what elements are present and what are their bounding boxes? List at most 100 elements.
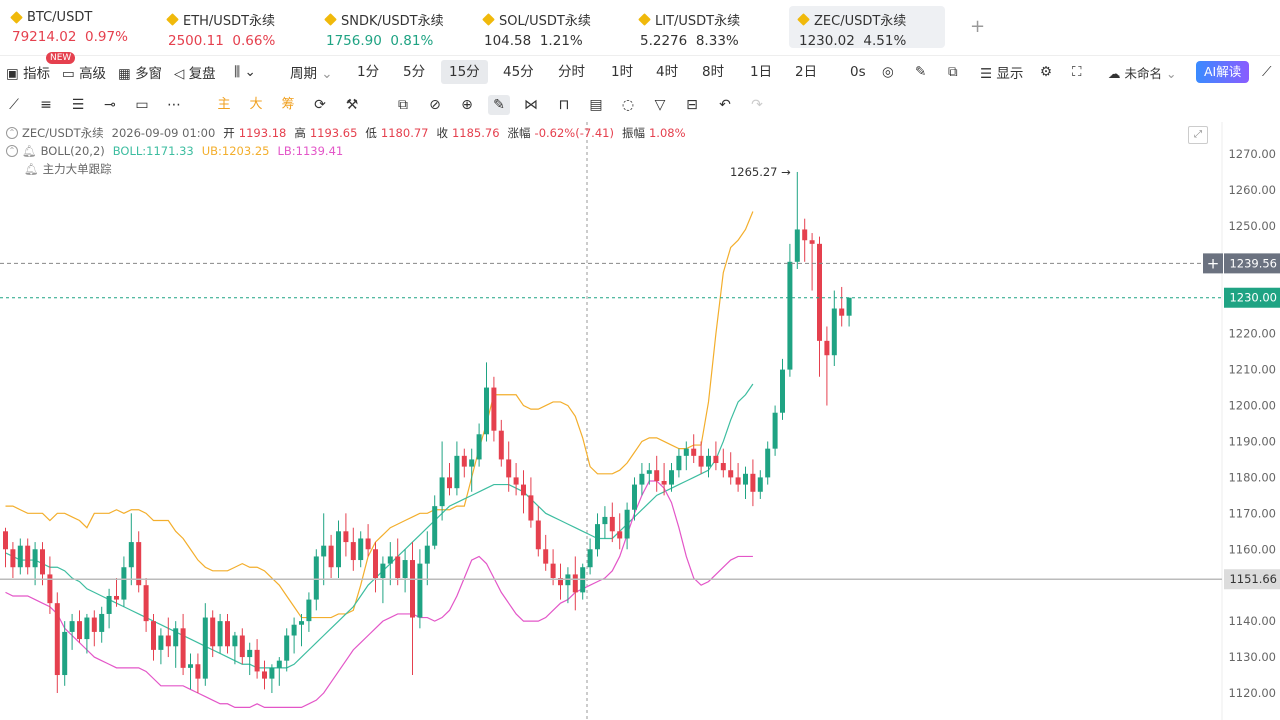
candle-body: [32, 549, 38, 568]
cycle-icon[interactable]: ⟳: [314, 97, 326, 113]
bell-icon: 🔔︎: [24, 162, 39, 176]
fullscreen-icon[interactable]: ⛶: [1072, 64, 1082, 80]
ticker-tab-lit[interactable]: LIT/USDT永续 5.2276 8.33%: [630, 6, 780, 49]
big-order-button[interactable]: 大: [249, 97, 263, 112]
horizontal-line-icon[interactable]: ⊸: [104, 97, 116, 113]
crosshair-price-label-bg: [1224, 253, 1280, 274]
chart-toolbar: ▣ 指标 ▭ 高级 ▦ 多窗 ◁ 复盘 ⫼ ⌄ 周期 ⌄ 1分 5分 15分 4…: [0, 56, 1280, 88]
pencil-icon[interactable]: ✎: [915, 64, 927, 80]
ticker-tab-btc[interactable]: BTC/USDT 79214.02 0.97%: [2, 6, 152, 48]
period-timeshare[interactable]: 分时: [558, 64, 585, 80]
main-force-button[interactable]: 主: [217, 97, 231, 112]
candle-body: [469, 459, 475, 467]
tool-settings-icon[interactable]: ⚒: [345, 97, 359, 113]
ticker-price: 5.2276: [640, 33, 688, 49]
redo-icon[interactable]: ↷: [751, 97, 763, 113]
legend-datetime: 2026-09-09 01:00: [111, 126, 216, 140]
filter-icon[interactable]: ▽: [654, 97, 666, 113]
candle-body: [587, 549, 593, 568]
chevron-down-icon: ⌄: [244, 64, 256, 80]
grid-icon: ▦: [118, 66, 131, 82]
brush-icon[interactable]: ✎: [488, 95, 510, 115]
period-4h[interactable]: 4时: [656, 64, 679, 80]
display-button[interactable]: ☰ 显示: [980, 62, 1023, 82]
ai-interpret-button[interactable]: AI解读: [1196, 61, 1250, 83]
period-1d[interactable]: 1日: [750, 64, 773, 80]
ticker-symbol: BTC/USDT: [27, 10, 93, 25]
copy-icon[interactable]: ⧉: [398, 97, 408, 113]
ticker-tab-sndk[interactable]: SNDK/USDT永续 1756.90 0.81%: [316, 6, 466, 49]
ticker-tab-zec[interactable]: ZEC/USDT永续 1230.02 4.51%: [789, 6, 945, 49]
candle-body: [217, 621, 223, 647]
y-tick-label: 1270.00: [1228, 147, 1276, 161]
candle-body: [572, 574, 578, 593]
trash-icon[interactable]: ⊟: [686, 97, 698, 113]
period-1m[interactable]: 1分: [357, 64, 380, 80]
candle-body: [669, 470, 674, 485]
new-badge: NEW: [46, 52, 76, 64]
rectangle-icon[interactable]: ▭: [135, 97, 149, 113]
period-45m[interactable]: 45分: [503, 64, 534, 80]
collapse-icon[interactable]: ⌃: [6, 127, 18, 139]
rewind-icon: ◁: [174, 66, 185, 82]
price-chart[interactable]: 1270.001260.001250.001240.001230.001220.…: [0, 122, 1280, 720]
expand-icon[interactable]: ⧉: [948, 64, 958, 80]
candle-body: [476, 434, 482, 460]
y-tick-label: 1180.00: [1228, 470, 1276, 484]
period-1h[interactable]: 1时: [611, 64, 634, 80]
period-8h[interactable]: 8时: [702, 64, 725, 80]
hide-icon[interactable]: ◌: [621, 97, 635, 113]
undo-icon[interactable]: ↶: [719, 97, 731, 113]
multi-window-button[interactable]: ▦ 多窗: [118, 62, 162, 82]
candle-body: [365, 538, 371, 550]
period-15m[interactable]: 15分: [441, 60, 488, 84]
advanced-button[interactable]: ▭ 高级: [62, 62, 106, 82]
coin-icon: [166, 13, 179, 26]
note-icon[interactable]: ▤: [589, 97, 603, 113]
parallel-lines-icon[interactable]: ≡: [40, 97, 52, 113]
period-dropdown[interactable]: 周期 ⌄: [290, 62, 333, 82]
main-force-tracker-label[interactable]: 主力大单跟踪: [42, 162, 112, 176]
y-tick-label: 1120.00: [1228, 686, 1276, 700]
ticker-change: 1.21%: [539, 33, 583, 49]
candle-body: [321, 545, 327, 557]
candle-body: [114, 595, 119, 600]
chip-button[interactable]: 筹: [281, 97, 295, 112]
collapse-icon[interactable]: ⌃: [6, 145, 18, 157]
countdown-value: 0s: [850, 64, 866, 80]
candle-body: [180, 628, 186, 668]
ticker-tab-sol[interactable]: SOL/USDT永续 104.58 1.21%: [474, 6, 624, 49]
candle-body: [602, 516, 608, 525]
ticker-tab-eth[interactable]: ETH/USDT永续 2500.11 0.66%: [158, 6, 308, 49]
more-icon[interactable]: ⋯: [167, 97, 181, 113]
replay-button[interactable]: ◁ 复盘: [174, 62, 216, 82]
lock-icon[interactable]: ⊓: [558, 97, 570, 113]
indicators-button[interactable]: ▣ 指标: [6, 62, 50, 82]
zoom-icon[interactable]: ⊕: [461, 97, 473, 113]
candle-body: [350, 542, 356, 561]
add-tab-icon[interactable]: +: [970, 16, 986, 37]
layout-dropdown[interactable]: ☁ 未命名 ⌄: [1108, 63, 1176, 82]
candle-body: [521, 484, 526, 496]
camera-icon[interactable]: ◎: [882, 64, 894, 80]
candle-body: [269, 667, 275, 679]
horizontal-lines-icon[interactable]: ☰: [71, 97, 85, 113]
maximize-chart-icon[interactable]: ⤢: [1188, 126, 1208, 144]
candle-body: [17, 545, 23, 568]
candle-body: [632, 484, 637, 510]
period-2d[interactable]: 2日: [795, 64, 818, 80]
chart-type-dropdown[interactable]: ⫼ ⌄: [234, 64, 256, 80]
trendline-icon[interactable]: ⟋: [9, 97, 19, 113]
y-tick-label: 1250.00: [1228, 219, 1276, 233]
candle-body: [343, 531, 349, 543]
period-5m[interactable]: 5分: [403, 64, 426, 80]
link-icon[interactable]: ⊘: [429, 97, 441, 113]
legend-close: 1185.76: [451, 126, 500, 140]
trend-icon[interactable]: ⟋: [1262, 64, 1272, 80]
magnet-icon[interactable]: ⋈: [524, 97, 538, 113]
legend-chg: -0.62%(-7.41): [534, 126, 614, 140]
candle-body: [661, 480, 667, 485]
settings-icon[interactable]: ⚙: [1040, 64, 1053, 80]
y-tick-label: 1210.00: [1228, 363, 1276, 377]
coin-icon: [797, 13, 810, 26]
